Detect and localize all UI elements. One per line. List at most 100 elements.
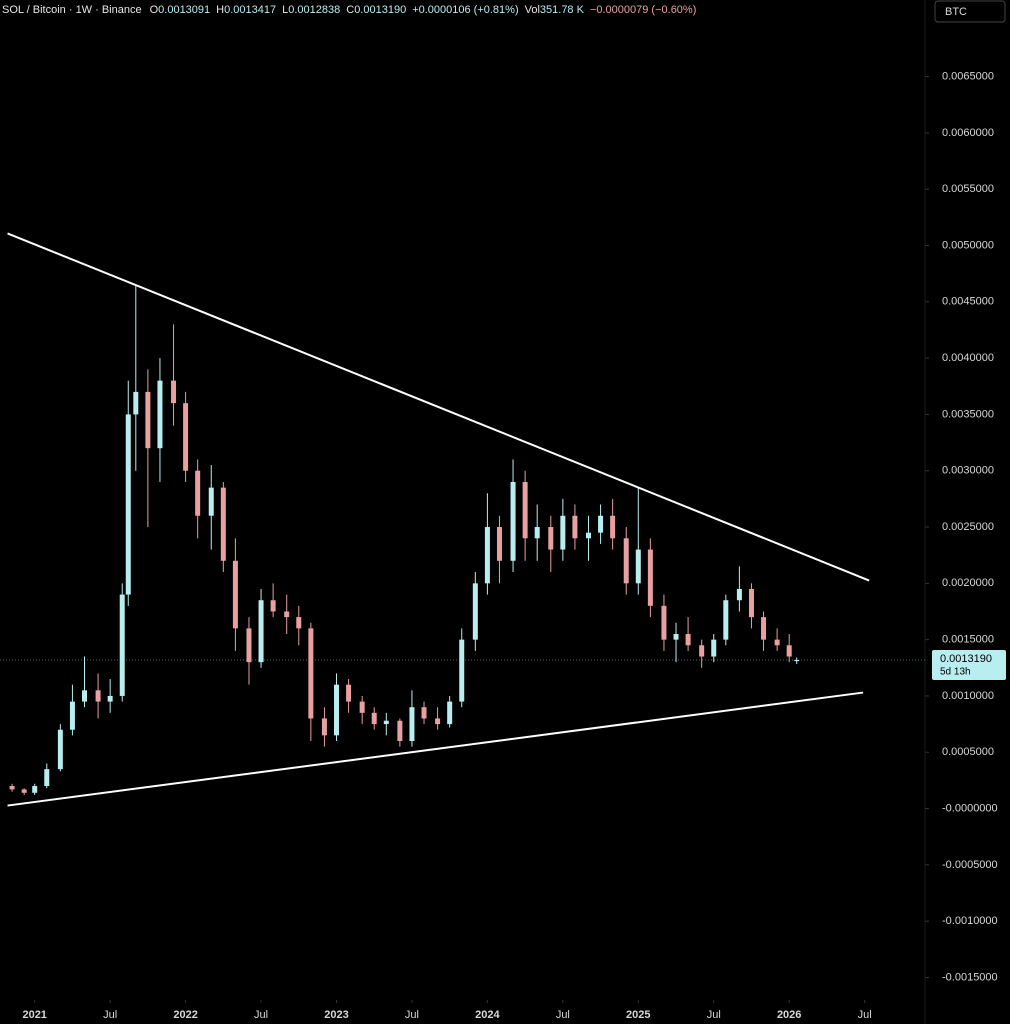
y-tick-label: 0.0060000 xyxy=(942,127,994,139)
candle-body xyxy=(510,481,516,561)
candle-body xyxy=(145,391,151,449)
candle-body xyxy=(208,487,214,516)
candle-body xyxy=(321,718,327,736)
x-tick-label: 2021 xyxy=(22,1009,46,1021)
candle-body xyxy=(359,701,365,713)
candle-body xyxy=(711,639,717,657)
candle-body xyxy=(32,786,38,793)
last-price-label: 0.0013190 xyxy=(940,653,992,665)
y-tick-label: -0.0000000 xyxy=(942,802,998,814)
x-tick-label: 2024 xyxy=(475,1009,500,1021)
candle-body xyxy=(409,707,415,741)
candle-body xyxy=(69,701,75,730)
candle-body xyxy=(435,718,441,725)
ohlc-value: 0.0013091 xyxy=(158,4,210,16)
x-tick-label: 2026 xyxy=(777,1009,801,1021)
candle-body xyxy=(598,515,604,533)
countdown: 5d 13h xyxy=(940,667,971,678)
candle-body xyxy=(125,414,131,595)
candle-body xyxy=(284,611,290,618)
y-tick-label: -0.0015000 xyxy=(942,971,998,983)
y-tick-label: 0.0015000 xyxy=(942,634,994,646)
change: +0.0000106 (+0.81%) xyxy=(412,4,518,16)
candle-body xyxy=(635,549,641,584)
candle-body xyxy=(371,712,377,725)
candle-body xyxy=(484,527,490,584)
candle-body xyxy=(334,684,340,736)
last-price-tag xyxy=(932,650,1006,681)
candle-body xyxy=(748,588,754,618)
symbol: SOL / Bitcoin · 1W · Binance xyxy=(2,4,142,16)
currency-button[interactable] xyxy=(934,0,1006,23)
candle-body xyxy=(296,617,302,629)
x-tick-label: Jul xyxy=(858,1009,872,1021)
candle-body xyxy=(308,628,314,719)
y-tick-label: 0.0050000 xyxy=(942,239,994,251)
y-tick-label: 0.0030000 xyxy=(942,465,994,477)
candle-body xyxy=(548,527,554,550)
candle-body xyxy=(472,583,478,640)
candle-body xyxy=(585,532,591,539)
x-tick-label: 2025 xyxy=(626,1009,650,1021)
candle-body xyxy=(774,639,780,646)
candle-body xyxy=(195,470,201,516)
candle-body xyxy=(171,380,177,404)
ohlc-value: 0.0013417 xyxy=(224,4,276,16)
ohlc-label: L xyxy=(282,4,288,16)
candle-body xyxy=(232,560,238,629)
y-tick-label: -0.0005000 xyxy=(942,859,998,871)
y-tick-label: 0.0045000 xyxy=(942,296,994,308)
trendline xyxy=(7,232,870,582)
y-tick-label: -0.0010000 xyxy=(942,915,998,927)
candle-body xyxy=(21,789,27,793)
candle-body xyxy=(119,594,125,696)
candle-body xyxy=(220,487,226,561)
candle-body xyxy=(572,515,578,539)
candle-body xyxy=(383,720,389,725)
candle-body xyxy=(786,645,792,657)
candle-body xyxy=(496,527,502,561)
candle-body xyxy=(9,786,15,790)
candle-body xyxy=(534,527,540,539)
candle-body xyxy=(610,515,616,539)
candle-body xyxy=(761,617,767,640)
y-tick-label: 0.0035000 xyxy=(942,408,994,420)
candle-body xyxy=(44,769,50,787)
ohlc-value: 0.0013190 xyxy=(354,4,406,16)
currency[interactable]: BTC xyxy=(945,6,967,18)
candle-body xyxy=(723,600,729,640)
candle-body xyxy=(82,690,88,702)
x-tick-label: Jul xyxy=(707,1009,721,1021)
ohlc-label: O xyxy=(150,4,159,16)
ohlc-label: C xyxy=(346,4,354,16)
candle-body xyxy=(270,600,276,612)
candle-body xyxy=(647,549,653,606)
candle-body xyxy=(258,600,264,663)
candle-body xyxy=(183,403,189,471)
candle-body xyxy=(95,690,101,702)
header: SOL / Bitcoin · 1W · Binance O0.0013091 H0… xyxy=(2,4,696,16)
ohlc-value: 0.0012838 xyxy=(288,4,340,16)
ohlc-label: H xyxy=(216,4,224,16)
candle-body xyxy=(397,720,403,741)
candle-body xyxy=(522,481,528,539)
candle-body xyxy=(346,684,352,702)
x-tick-label: 2023 xyxy=(324,1009,348,1021)
candle-body xyxy=(560,515,566,550)
y-tick-label: 0.0020000 xyxy=(942,577,994,589)
x-tick-label: Jul xyxy=(103,1009,117,1021)
volume: 351.78 K xyxy=(540,4,585,16)
x-tick-label: Jul xyxy=(254,1009,268,1021)
candle-body xyxy=(57,729,63,770)
y-tick-label: 0.0010000 xyxy=(942,690,994,702)
volume-label: Vol xyxy=(525,4,540,16)
x-tick-label: Jul xyxy=(405,1009,419,1021)
candle-body xyxy=(133,391,139,415)
y-tick-label: 0.0065000 xyxy=(942,70,994,82)
candle-body xyxy=(421,707,427,719)
header-text: SOL / Bitcoin · 1W · Binance O0.0013091 H0… xyxy=(2,4,696,16)
candle-body xyxy=(447,701,453,725)
x-tick-label: Jul xyxy=(556,1009,570,1021)
